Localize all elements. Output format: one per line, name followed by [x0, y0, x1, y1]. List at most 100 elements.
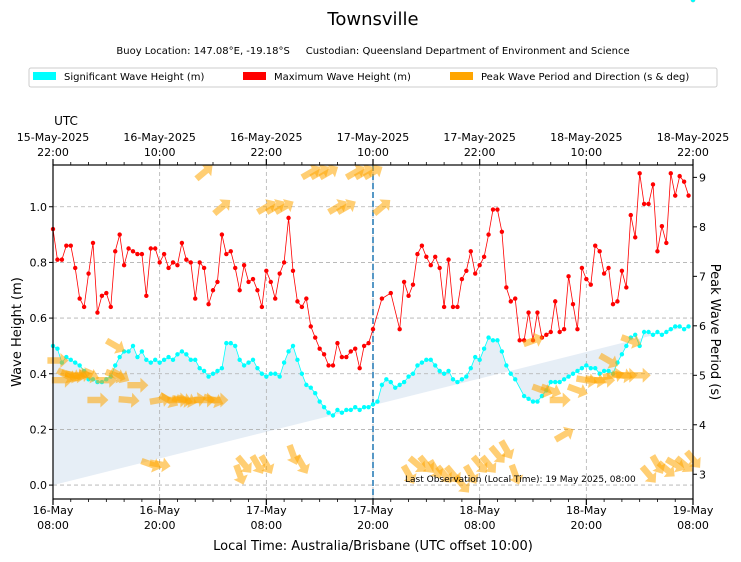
max-wave-point [259, 304, 265, 310]
sig-wave-point [273, 371, 278, 376]
sig-wave-point [184, 352, 189, 357]
sig-wave-point [584, 363, 589, 368]
sig-wave-point [366, 404, 371, 410]
period-direction-arrow [616, 367, 638, 383]
sig-wave-point [224, 340, 229, 346]
max-wave-point [126, 246, 131, 251]
period-direction-arrow [87, 392, 109, 408]
max-wave-point [370, 327, 376, 332]
x-top-tick-time: 22:00 [37, 146, 69, 159]
sig-wave-point [353, 404, 358, 410]
max-wave-point [290, 268, 296, 273]
sig-wave-point [197, 365, 202, 371]
sig-wave-point [677, 324, 682, 329]
sig-wave-point [135, 354, 140, 360]
x-tick-time: 08:00 [250, 519, 282, 532]
sig-wave-point [330, 413, 336, 418]
period-direction-arrow [336, 199, 356, 215]
max-wave-point [473, 271, 478, 276]
max-wave-point [326, 363, 331, 368]
last-observation-label: Last Observation (Local Time): 19 May 20… [405, 475, 636, 485]
period-direction-arrow [212, 199, 231, 216]
sig-wave-point [588, 365, 593, 371]
max-wave-point [233, 265, 238, 271]
sig-wave-point [535, 399, 540, 404]
sig-wave-point [504, 363, 509, 368]
max-wave-point [677, 173, 682, 179]
sig-wave-point [206, 374, 211, 379]
y2-tick-label: 5 [699, 369, 706, 382]
sig-wave-point [575, 368, 580, 374]
sig-wave-point [193, 357, 198, 363]
legend-swatch-max [243, 72, 266, 80]
max-wave-point [588, 282, 593, 287]
max-wave-point [339, 354, 345, 360]
period-direction-arrow [258, 454, 275, 474]
max-wave-point [681, 179, 687, 184]
sig-wave-point [295, 357, 300, 363]
sig-wave-point [361, 404, 367, 410]
sig-wave-point [477, 357, 482, 363]
sig-wave-point [304, 382, 309, 388]
period-direction-arrow [407, 455, 426, 473]
y2-tick-label: 9 [699, 171, 706, 184]
sig-wave-point [490, 338, 496, 343]
sig-wave-point [593, 365, 598, 371]
period-direction-arrow [684, 449, 701, 468]
sig-wave-point [113, 363, 118, 368]
period-direction-arrow [400, 464, 417, 484]
max-wave-point [401, 279, 407, 285]
max-wave-point [575, 327, 580, 332]
y-tick-label: 0.6 [30, 312, 48, 325]
max-wave-point [366, 340, 371, 346]
max-wave-point [419, 243, 425, 248]
sig-wave-point [335, 407, 340, 413]
period-direction-arrow [264, 199, 285, 215]
max-wave-line [52, 173, 689, 369]
max-wave-point [81, 304, 87, 310]
sig-wave-point [433, 363, 438, 368]
sig-wave-point [170, 357, 176, 363]
period-direction-arrow [207, 392, 229, 408]
sig-wave-point [233, 343, 238, 349]
sig-wave-point [681, 327, 687, 332]
max-wave-point [490, 207, 496, 212]
sig-wave-point [241, 363, 247, 368]
x-top-tick-date: 17-May-2025 [337, 131, 409, 144]
sig-wave-point [321, 404, 327, 410]
chart-title: Townsville [326, 9, 418, 30]
max-wave-point [117, 232, 122, 237]
max-wave-point [348, 349, 353, 354]
sig-wave-point [446, 368, 451, 374]
x-top-tick-date: 16-May-2025 [230, 131, 302, 144]
sig-wave-point [264, 374, 269, 379]
sig-wave-point [455, 379, 460, 385]
period-direction-arrow [463, 464, 479, 484]
max-wave-point [584, 276, 589, 282]
y2-tick-label: 6 [699, 320, 706, 333]
sig-wave-point [566, 374, 571, 379]
max-wave-point [610, 301, 616, 307]
max-wave-point [544, 332, 549, 337]
max-wave-point [526, 310, 531, 315]
sig-wave-point [668, 327, 673, 332]
sig-wave-point [201, 368, 207, 374]
period-direction-arrow [233, 463, 248, 485]
period-direction-arrow [566, 383, 588, 399]
sig-wave-point [481, 346, 487, 351]
period-direction-arrow [522, 332, 544, 348]
period-direction-arrow [598, 352, 619, 369]
max-wave-point [628, 212, 633, 218]
max-wave-point [535, 310, 540, 315]
max-wave-point [86, 271, 91, 276]
max-wave-point [121, 263, 127, 268]
sig-wave-point [344, 407, 349, 413]
sig-wave-point [188, 357, 193, 363]
sig-wave-point [641, 329, 647, 335]
max-wave-point [237, 288, 242, 293]
y-tick-label: 0.4 [30, 368, 48, 381]
sig-wave-point [153, 357, 158, 363]
max-wave-point [157, 260, 162, 265]
max-wave-point [459, 276, 465, 282]
max-wave-point [113, 249, 118, 254]
